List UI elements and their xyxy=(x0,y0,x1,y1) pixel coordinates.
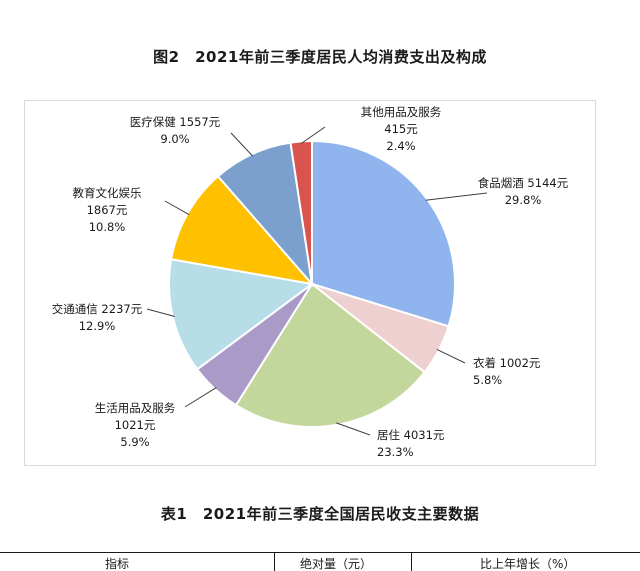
pie-slices xyxy=(168,139,456,428)
table-header-row: 指标 绝对量（元） 比上年增长（%） xyxy=(0,552,640,571)
leader-line xyxy=(146,308,175,317)
slice-label: 教育文化娱乐 1867元 10.8% xyxy=(73,186,142,234)
slice-label: 居住 4031元 23.3% xyxy=(377,428,445,459)
pie-slice xyxy=(289,139,313,285)
slice-percent-label: 2.4% xyxy=(386,139,415,153)
figure-title: 图2 2021年前三季度居民人均消费支出及构成 xyxy=(153,48,487,66)
slice-labels: 食品烟酒 5144元 29.8% 衣着 1002元 5.8% 居住 4031元 23.3%… xyxy=(52,105,569,459)
slice-name-value-label: 衣着 1002元 xyxy=(473,356,541,370)
slice-name-value-label: 食品烟酒 5144元 xyxy=(478,176,569,190)
leader-line xyxy=(301,126,326,144)
pie-slice xyxy=(168,258,315,371)
leader-line xyxy=(436,348,466,364)
leader-line xyxy=(425,192,488,201)
slice-name-value-label: 居住 4031元 xyxy=(377,428,445,442)
slice-name-value-label: 1867元 xyxy=(87,203,128,217)
slice-percent-label: 5.9% xyxy=(120,435,149,449)
pie-slice xyxy=(216,141,314,288)
table-column-divider xyxy=(274,553,275,571)
table-header-cell: 比上年增长（%） xyxy=(480,557,576,571)
slice-percent-label: 5.8% xyxy=(473,373,502,387)
leader-line xyxy=(230,132,254,157)
leader-line xyxy=(336,422,371,436)
slice-label: 其他用品及服务 415元 2.4% xyxy=(361,105,442,153)
slice-label: 交通通信 2237元 12.9% xyxy=(52,302,143,333)
slice-percent-label: 23.3% xyxy=(377,445,414,459)
slice-name-value-label: 1021元 xyxy=(115,418,156,432)
slice-label: 衣着 1002元 5.8% xyxy=(473,356,541,387)
slice-percent-label: 9.0% xyxy=(160,132,189,146)
slice-name-value-label: 医疗保健 1557元 xyxy=(130,115,221,129)
slice-name-value-label: 交通通信 2237元 xyxy=(52,302,143,316)
slice-label: 医疗保健 1557元 9.0% xyxy=(130,115,221,146)
slice-percent-label: 10.8% xyxy=(89,220,126,234)
slice-percent-label: 29.8% xyxy=(505,193,542,207)
table-header-cell: 绝对量（元） xyxy=(300,557,373,571)
slice-name-value-label: 教育文化娱乐 xyxy=(73,186,142,200)
slice-percent-label: 12.9% xyxy=(79,319,116,333)
leader-line xyxy=(164,200,190,216)
slice-label: 食品烟酒 5144元 29.8% xyxy=(478,176,569,207)
pie-slice xyxy=(311,139,456,328)
slice-label: 生活用品及服务 1021元 5.9% xyxy=(95,401,176,449)
slice-name-value-label: 其他用品及服务 xyxy=(361,105,442,119)
pie-slice xyxy=(234,282,426,428)
slice-name-value-label: 415元 xyxy=(384,122,418,136)
slice-name-value-label: 生活用品及服务 xyxy=(95,401,176,415)
leader-lines xyxy=(146,126,488,436)
table-header-cell: 指标 xyxy=(105,557,130,571)
table-column-divider xyxy=(411,553,412,571)
chart-frame: 食品烟酒 5144元 29.8% 衣着 1002元 5.8% 居住 4031元 23.3%… xyxy=(24,100,596,466)
pie-chart: 食品烟酒 5144元 29.8% 衣着 1002元 5.8% 居住 4031元 23.3%… xyxy=(52,105,569,459)
leader-line xyxy=(184,387,217,408)
table-title: 表1 2021年前三季度全国居民收支主要数据 xyxy=(160,505,480,523)
